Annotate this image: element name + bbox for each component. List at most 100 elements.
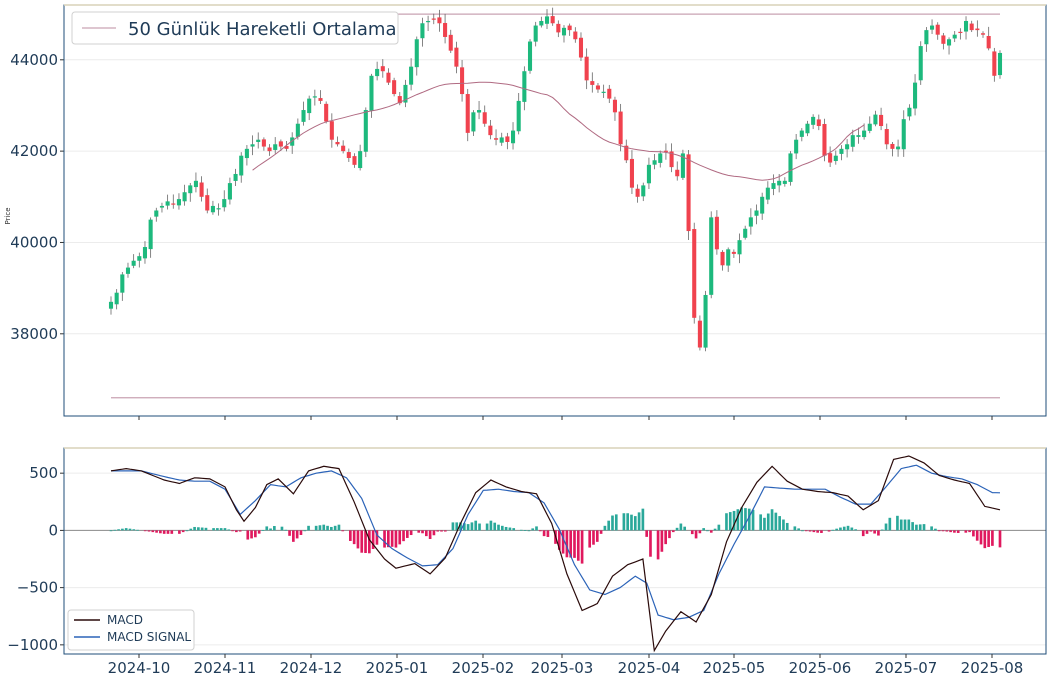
x-tick-label: 2025-03 [531,659,594,677]
histogram-bar [888,517,892,531]
histogram-bar [280,526,284,531]
histogram-bar [869,530,873,532]
candle-body [363,110,368,152]
histogram-bar [941,530,945,532]
candle-body [341,145,346,152]
x-tick-label: 2025-05 [703,659,766,677]
histogram-bar [341,530,345,532]
candle-body [879,114,884,127]
histogram-bar [785,522,789,531]
candle-body [426,20,431,23]
histogram-bar [709,530,713,533]
histogram-bar [109,530,113,532]
histogram-bar [417,530,421,533]
candle-body [539,20,544,26]
price-legend-label: 50 Günlük Hareketli Ortalama [128,19,396,40]
histogram-bar [216,528,219,531]
candle-body [318,98,323,101]
histogram-bar [899,519,903,531]
histogram-bar [178,530,181,534]
candle-body [397,96,402,104]
histogram-bar [907,519,911,531]
macd-y-tick-label: 500 [29,464,58,482]
candle-body [188,185,193,194]
candle-body [703,294,708,348]
histogram-bar [474,520,478,531]
histogram-bar [557,530,561,550]
histogram-bar [136,529,139,531]
x-tick-label: 2024-12 [280,659,343,677]
macd-y-tick-label: −1000 [7,636,58,654]
candle-body [465,94,470,133]
x-tick-label: 2025-04 [618,659,681,677]
histogram-bar [231,530,234,532]
histogram-bar [565,530,569,558]
candle-body [114,292,119,305]
histogram-bar [645,530,649,537]
candle-body [335,141,340,145]
candle-body [805,123,810,134]
candle-body [239,155,244,176]
histogram-bar [816,530,819,533]
candle-body [358,151,363,169]
x-tick-label: 2025-08 [961,659,1024,677]
histogram-bar [660,530,664,552]
histogram-bar [352,530,356,545]
histogram-bar [406,530,409,538]
macd-y-tick-label: −500 [17,579,58,597]
candle-body [380,66,385,72]
x-tick-label: 2025-07 [875,659,938,677]
histogram-bar [265,526,269,531]
candle-body [658,153,663,163]
candle-body [714,216,719,250]
histogram-bar [808,530,812,532]
histogram-bar [424,530,428,537]
histogram-bar [162,530,166,534]
histogram-bar [368,530,371,554]
histogram-bar [197,527,200,531]
histogram-bar [204,527,208,531]
histogram-bar [614,514,618,531]
macd-histogram [109,507,1002,564]
candle-body [697,320,702,348]
histogram-bar [683,526,687,531]
histogram-bar [656,530,660,560]
candle-body [760,196,765,214]
x-tick-label: 2025-02 [452,659,515,677]
histogram-bar [455,522,459,531]
histogram-bar [998,530,1002,548]
candle-body [550,16,555,24]
histogram-bar [497,524,500,531]
histogram-bar [979,530,983,545]
histogram-bar [269,528,272,531]
histogram-bar [132,529,136,531]
macd-signal-line [111,464,1001,621]
candle-body [494,138,499,140]
histogram-bar [668,530,671,539]
histogram-bar [751,509,755,531]
candle-body [901,119,906,150]
candle-body [437,17,442,24]
histogram-bar [246,530,250,540]
histogram-bar [934,528,937,531]
candle-body [884,129,889,145]
price-gridlines [64,59,1046,335]
candle-body [567,25,572,31]
macd-line [110,455,1001,653]
histogram-bar [128,528,132,531]
candle-body [946,39,952,46]
candle-body [850,135,855,147]
histogram-bar [185,530,189,532]
price-panel: 38000 40000 42000 44000 Price 50 Günlük Har… [4,4,1047,417]
candle-body [375,68,380,77]
histogram-bar [261,530,265,531]
histogram-bar [842,526,846,531]
histogram-bar [330,526,333,531]
candle-body [607,88,612,99]
histogram-bar [432,530,436,536]
candle-body [890,143,895,149]
histogram-bar [975,530,979,541]
candle-body [120,274,125,293]
price-y-tick-label: 44000 [10,51,58,69]
